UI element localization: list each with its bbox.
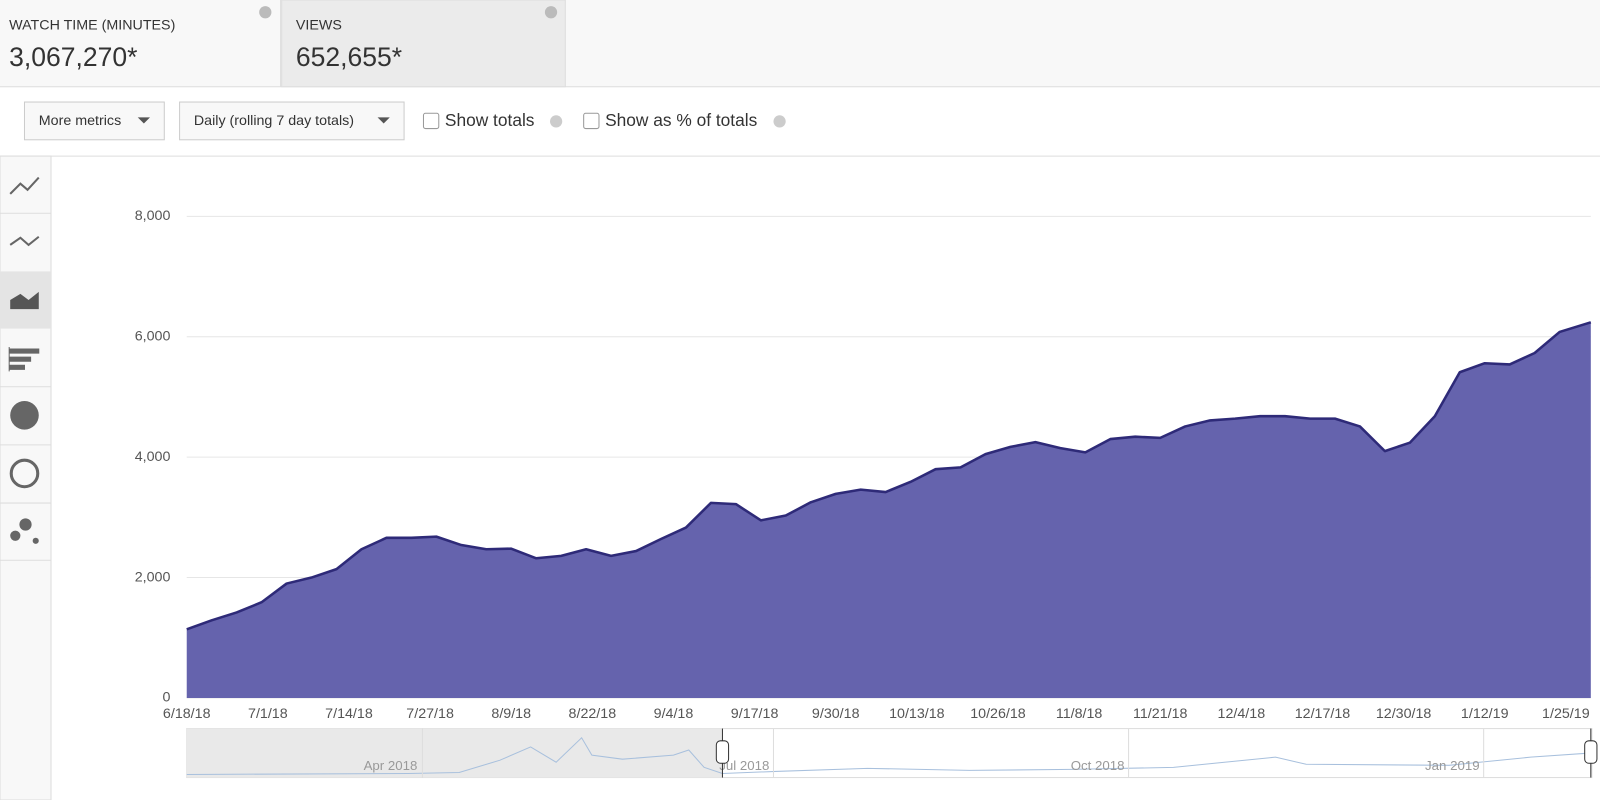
x-tick-label: 11/8/18 [1056, 706, 1103, 722]
help-icon[interactable] [544, 6, 558, 19]
x-tick-label: 10/26/18 [970, 706, 1026, 722]
x-tick-label: 1/12/19 [1461, 706, 1509, 722]
navigator-label: Jan 2019 [1425, 758, 1480, 773]
x-tick-label: 6/18/18 [163, 706, 211, 722]
navigator-mask [186, 728, 723, 778]
area-icon[interactable] [10, 291, 39, 310]
y-tick-label: 8,000 [135, 208, 171, 224]
navigator-handle[interactable] [715, 740, 730, 764]
card-value: 652,655* [296, 42, 402, 72]
map-icon[interactable] [9, 458, 40, 489]
x-tick-label: 12/17/18 [1295, 706, 1351, 722]
card[interactable]: WATCH TIME (MINUTES) 3,067,270* [9, 0, 282, 87]
navigator-label: Jul 2018 [719, 758, 769, 773]
pie-icon[interactable] [10, 401, 39, 430]
dropdown-button[interactable] [23, 101, 165, 141]
caret [377, 117, 390, 124]
card-label: VIEWS [296, 17, 342, 33]
x-tick-label: 12/30/18 [1376, 706, 1432, 722]
x-tick-label: 1/25/19 [1542, 706, 1590, 722]
x-tick-label: 7/27/18 [406, 706, 454, 722]
checkbox-label: Show totals [445, 110, 535, 130]
x-tick-label: 9/4/18 [654, 706, 694, 722]
x-tick-label: 9/17/18 [731, 706, 779, 722]
plot: 0 2,000 4,000 6,000 8,000 6/18/18 7/1/18 7/14/1… [135, 208, 1592, 722]
checkbox-label: Show as % of totals [605, 110, 758, 130]
card-label: WATCH TIME (MINUTES) [9, 17, 175, 33]
card[interactable]: VIEWS 652,655* [281, 0, 566, 88]
bubble-icon[interactable] [10, 518, 39, 544]
x-tick-label: 9/30/18 [812, 706, 860, 722]
help-icon[interactable] [259, 6, 272, 19]
y-tick-label: 6,000 [135, 329, 171, 345]
toolbar: More metrics Daily (rolling 7 day totals… [23, 101, 786, 141]
card-value: 3,067,270* [9, 42, 137, 72]
area [186, 322, 1591, 698]
x-tick-label: 10/13/18 [889, 706, 945, 722]
navigator-label: Apr 2018 [364, 758, 418, 773]
area-line [186, 321, 1592, 631]
button-label: More metrics [39, 113, 121, 129]
card-selected [281, 0, 566, 88]
navigator-trend [186, 736, 1590, 775]
help-icon[interactable] [550, 115, 563, 128]
x-tick-label: 12/4/18 [1218, 706, 1266, 722]
caret [137, 117, 150, 124]
cards-bar [0, 0, 1600, 87]
y-tick-label: 2,000 [135, 569, 171, 585]
compare-icon[interactable] [9, 235, 40, 247]
x-tick-label: 11/21/18 [1133, 706, 1188, 722]
x-tick-label: 7/14/18 [325, 706, 373, 722]
line-icon[interactable] [9, 176, 40, 195]
button-label: Daily (rolling 7 day totals) [194, 113, 354, 129]
x-tick-label: 8/9/18 [491, 706, 531, 722]
navigator-label: Oct 2018 [1071, 758, 1125, 773]
sidebar [0, 155, 52, 801]
x-tick-label: 7/1/18 [248, 706, 288, 722]
dropdown-button[interactable] [179, 101, 405, 141]
checkbox[interactable] [583, 112, 600, 130]
chart-type-sidebar [0, 155, 52, 801]
checkbox[interactable] [422, 112, 440, 130]
x-tick-label: 8/22/18 [569, 706, 617, 722]
bar-icon[interactable] [8, 346, 40, 372]
y-tick-label: 4,000 [135, 449, 171, 465]
navigator[interactable]: Apr 2018 Jul 2018 Oct 2018 Jan 2019 [186, 728, 1598, 779]
navigator-handle[interactable] [1584, 740, 1598, 764]
help-icon[interactable] [773, 115, 786, 128]
y-tick-label: 0 [162, 690, 170, 706]
